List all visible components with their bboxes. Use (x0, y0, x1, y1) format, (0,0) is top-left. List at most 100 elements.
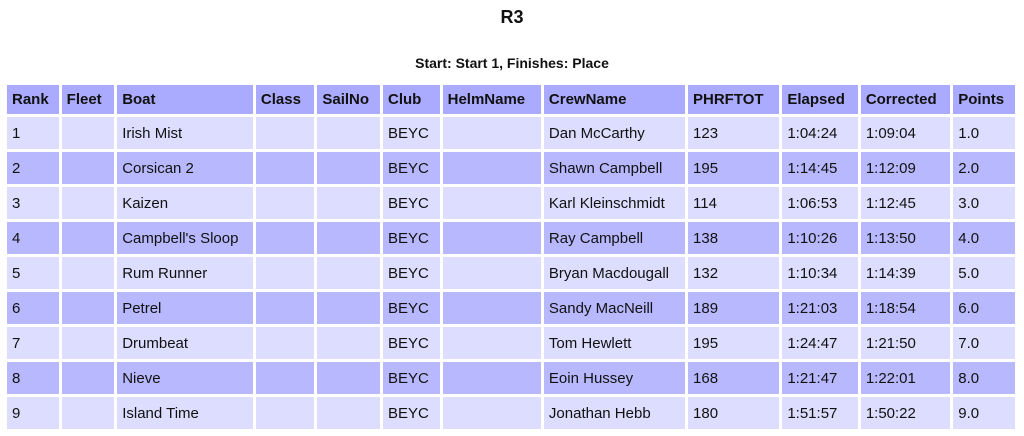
table-row: 4 Campbell's Sloop BEYC Ray Campbell 138 1:10… (7, 222, 1015, 254)
cell-crewname: Tom Hewlett (543, 327, 686, 359)
cell-phrftot: 195 (688, 327, 780, 359)
cell-elapsed: 1:04:24 (782, 117, 858, 149)
cell-points: 8.0 (953, 362, 1015, 394)
cell-corrected: 1:22:01 (860, 362, 951, 394)
column-header-rank: Rank (7, 85, 59, 114)
cell-points: 1.0 (953, 117, 1015, 149)
cell-crewname: Bryan Macdougall (543, 257, 686, 289)
cell-fleet (61, 257, 115, 289)
cell-boat: Irish Mist (117, 117, 253, 149)
table-row: 1 Irish Mist BEYC Dan McCarthy 123 1:04:24 1:0… (7, 117, 1015, 149)
cell-boat: Rum Runner (117, 257, 253, 289)
cell-sailno (317, 292, 380, 324)
cell-helmname (442, 327, 541, 359)
cell-rank: 2 (7, 152, 59, 184)
cell-club: BEYC (382, 117, 440, 149)
cell-club: BEYC (382, 187, 440, 219)
cell-class (255, 187, 315, 219)
table-row: 8 Nieve BEYC Eoin Hussey 168 1:21:47 1:22:01 8.… (7, 362, 1015, 394)
cell-sailno (317, 397, 380, 429)
cell-rank: 1 (7, 117, 59, 149)
cell-fleet (61, 117, 115, 149)
cell-rank: 6 (7, 292, 59, 324)
cell-phrftot: 114 (688, 187, 780, 219)
table-row: 7 Drumbeat BEYC Tom Hewlett 195 1:24:47 1:21:5… (7, 327, 1015, 359)
cell-rank: 3 (7, 187, 59, 219)
cell-rank: 7 (7, 327, 59, 359)
column-header-sailno: SailNo (317, 85, 380, 114)
cell-elapsed: 1:10:34 (782, 257, 858, 289)
cell-fleet (61, 222, 115, 254)
column-header-class: Class (255, 85, 315, 114)
cell-sailno (317, 152, 380, 184)
cell-club: BEYC (382, 327, 440, 359)
cell-fleet (61, 397, 115, 429)
cell-corrected: 1:09:04 (860, 117, 951, 149)
table-row: 5 Rum Runner BEYC Bryan Macdougall 132 1:10:3… (7, 257, 1015, 289)
cell-corrected: 1:12:09 (860, 152, 951, 184)
cell-helmname (442, 257, 541, 289)
cell-crewname: Karl Kleinschmidt (543, 187, 686, 219)
cell-club: BEYC (382, 397, 440, 429)
cell-helmname (442, 362, 541, 394)
cell-boat: Drumbeat (117, 327, 253, 359)
cell-class (255, 327, 315, 359)
cell-boat: Island Time (117, 397, 253, 429)
column-header-boat: Boat (117, 85, 253, 114)
header-row: Rank Fleet Boat Class SailNo Club HelmName Crew… (7, 85, 1015, 114)
cell-boat: Kaizen (117, 187, 253, 219)
cell-crewname: Shawn Campbell (543, 152, 686, 184)
cell-corrected: 1:12:45 (860, 187, 951, 219)
cell-points: 5.0 (953, 257, 1015, 289)
cell-sailno (317, 117, 380, 149)
column-header-club: Club (382, 85, 440, 114)
cell-elapsed: 1:14:45 (782, 152, 858, 184)
cell-fleet (61, 187, 115, 219)
cell-phrftot: 138 (688, 222, 780, 254)
cell-club: BEYC (382, 152, 440, 184)
cell-crewname: Eoin Hussey (543, 362, 686, 394)
table-row: 3 Kaizen BEYC Karl Kleinschmidt 114 1:06:53 1:… (7, 187, 1015, 219)
cell-elapsed: 1:24:47 (782, 327, 858, 359)
cell-phrftot: 132 (688, 257, 780, 289)
cell-corrected: 1:14:39 (860, 257, 951, 289)
cell-helmname (442, 117, 541, 149)
cell-elapsed: 1:10:26 (782, 222, 858, 254)
page-subtitle: Start: Start 1, Finishes: Place (415, 55, 609, 71)
cell-points: 4.0 (953, 222, 1015, 254)
cell-boat: Corsican 2 (117, 152, 253, 184)
column-header-elapsed: Elapsed (782, 85, 858, 114)
cell-corrected: 1:21:50 (860, 327, 951, 359)
cell-crewname: Jonathan Hebb (543, 397, 686, 429)
cell-club: BEYC (382, 362, 440, 394)
cell-class (255, 292, 315, 324)
cell-rank: 8 (7, 362, 59, 394)
table-row: 2 Corsican 2 BEYC Shawn Campbell 195 1:14:45 1… (7, 152, 1015, 184)
cell-points: 9.0 (953, 397, 1015, 429)
cell-fleet (61, 327, 115, 359)
column-header-crewname: CrewName (543, 85, 686, 114)
cell-sailno (317, 327, 380, 359)
cell-boat: Nieve (117, 362, 253, 394)
cell-rank: 4 (7, 222, 59, 254)
table-row: 9 Island Time BEYC Jonathan Hebb 180 1:51:57 1… (7, 397, 1015, 429)
cell-corrected: 1:13:50 (860, 222, 951, 254)
cell-class (255, 117, 315, 149)
cell-club: BEYC (382, 292, 440, 324)
results-table: Rank Fleet Boat Class SailNo Club HelmName Crew… (4, 82, 1018, 432)
cell-crewname: Dan McCarthy (543, 117, 686, 149)
cell-crewname: Sandy MacNeill (543, 292, 686, 324)
column-header-helmname: HelmName (442, 85, 541, 114)
cell-rank: 5 (7, 257, 59, 289)
cell-corrected: 1:18:54 (860, 292, 951, 324)
cell-fleet (61, 362, 115, 394)
cell-helmname (442, 397, 541, 429)
cell-phrftot: 168 (688, 362, 780, 394)
cell-sailno (317, 257, 380, 289)
cell-rank: 9 (7, 397, 59, 429)
cell-phrftot: 123 (688, 117, 780, 149)
cell-class (255, 257, 315, 289)
cell-helmname (442, 292, 541, 324)
page-title: R3 (500, 7, 524, 27)
cell-sailno (317, 362, 380, 394)
